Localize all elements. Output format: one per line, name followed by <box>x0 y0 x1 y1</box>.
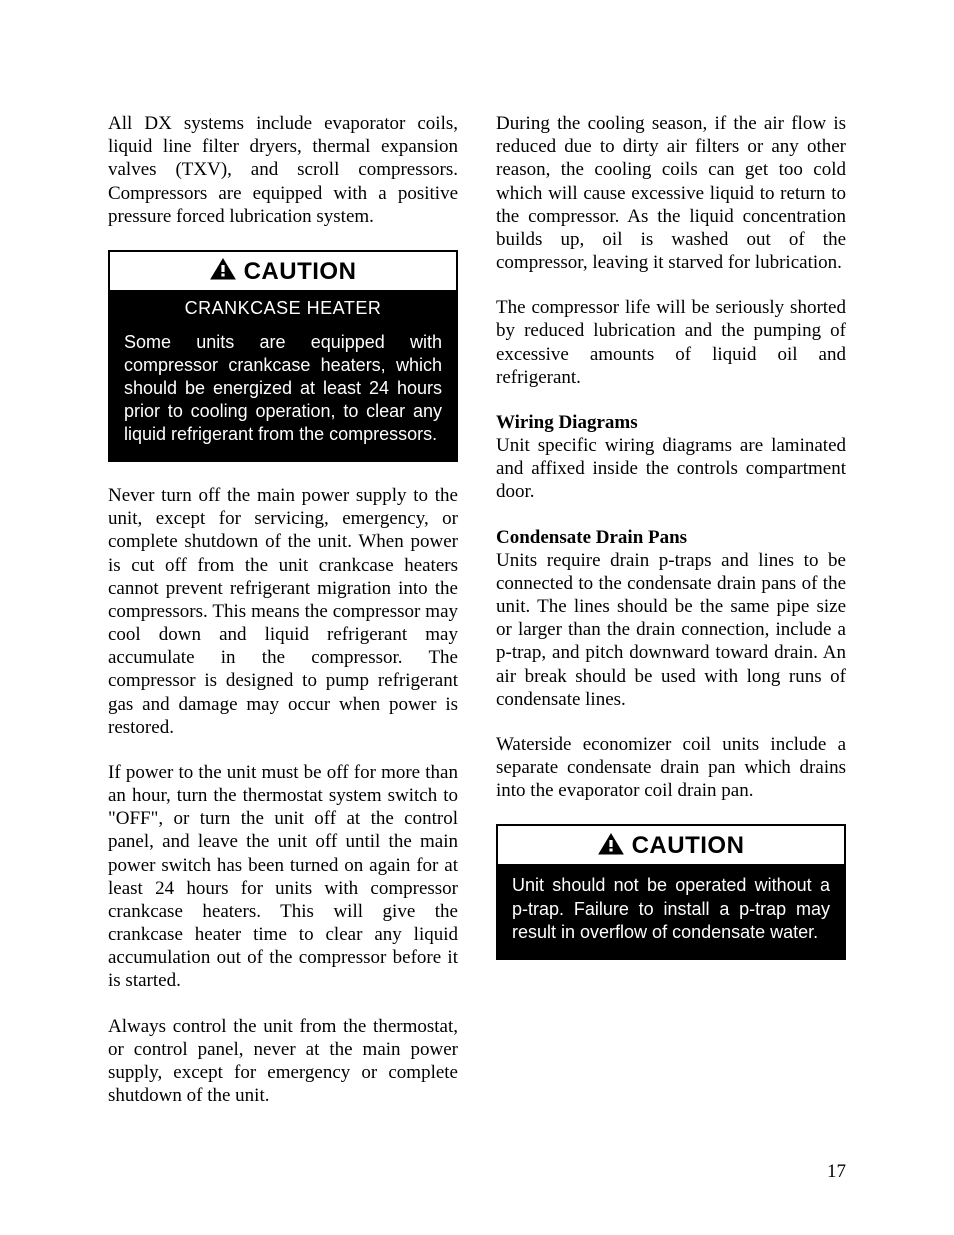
wiring-heading: Wiring Diagrams <box>496 412 638 433</box>
paragraph-compressor-life: The compressor life will be seriously sh… <box>496 296 846 389</box>
drain-body-1: Units require drain p-traps and lines to… <box>496 550 846 710</box>
caution-body: Some units are equipped with compressor … <box>110 329 456 460</box>
warning-triangle-icon <box>210 258 236 285</box>
caution-box-crankcase: CAUTION CRANKCASE HEATER Some units are … <box>108 250 458 462</box>
caution-box-ptrap: CAUTION Unit should not be operated with… <box>496 824 846 959</box>
caution-subtitle: CRANKCASE HEATER <box>110 290 456 329</box>
right-column: During the cooling season, if the air fl… <box>496 112 846 1129</box>
left-column: All DX systems include evaporator coils,… <box>108 112 458 1129</box>
caution-body-2: Unit should not be operated without a p-… <box>498 864 844 957</box>
warning-triangle-icon <box>598 833 624 860</box>
caution-title: CAUTION <box>244 258 357 286</box>
paragraph-cooling-season: During the cooling season, if the air fl… <box>496 112 846 274</box>
wiring-section: Wiring Diagrams Unit specific wiring dia… <box>496 411 846 504</box>
drain-heading: Condensate Drain Pans <box>496 527 687 548</box>
intro-paragraph: All DX systems include evaporator coils,… <box>108 112 458 228</box>
page-content: All DX systems include evaporator coils,… <box>108 112 846 1129</box>
caution-header: CAUTION <box>110 252 456 290</box>
paragraph-control: Always control the unit from the thermos… <box>108 1015 458 1108</box>
drain-section-2: Waterside economizer coil units include … <box>496 733 846 803</box>
wiring-body: Unit specific wiring diagrams are lamina… <box>496 435 846 502</box>
caution-title-2: CAUTION <box>632 832 745 860</box>
paragraph-power-supply: Never turn off the main power supply to … <box>108 484 458 739</box>
drain-section-1: Condensate Drain Pans Units require drai… <box>496 526 846 711</box>
paragraph-power-off: If power to the unit must be off for mor… <box>108 761 458 993</box>
caution-header-2: CAUTION <box>498 826 844 864</box>
page-number: 17 <box>827 1161 846 1183</box>
